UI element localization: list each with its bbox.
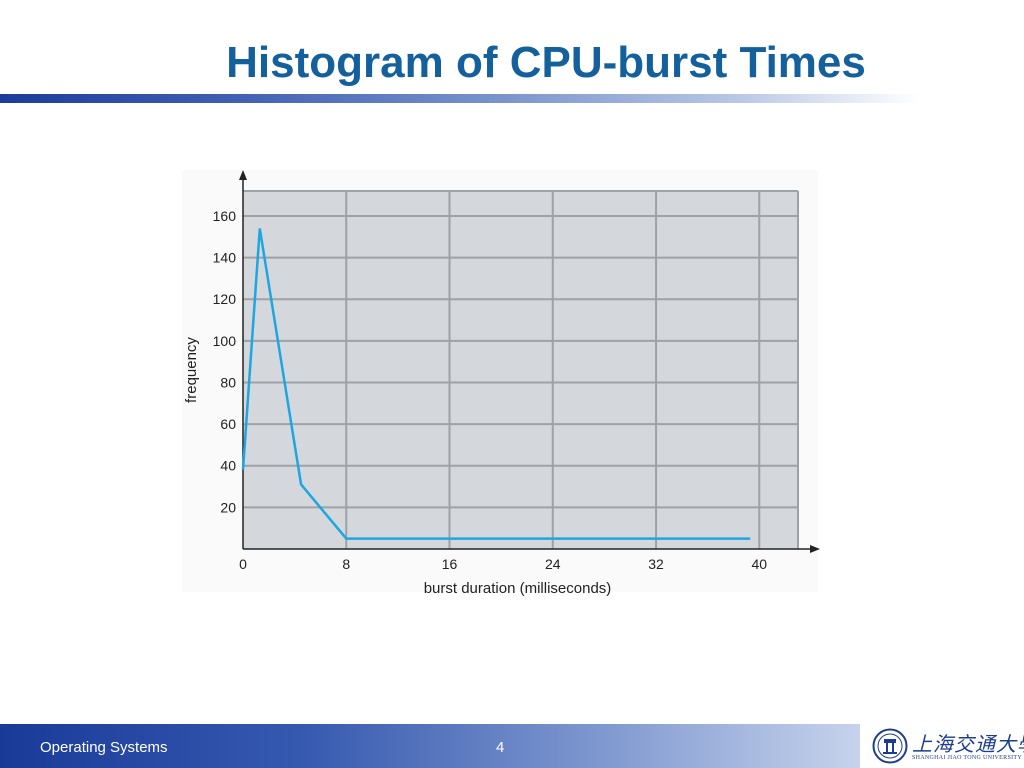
y-tick-label-140: 140 <box>213 250 237 266</box>
x-tick-label-0: 0 <box>239 556 247 572</box>
x-tick-label-16: 16 <box>442 556 458 572</box>
slide-title: Histogram of CPU-burst Times <box>226 38 866 87</box>
x-tick-label-24: 24 <box>545 556 561 572</box>
y-tick-label-100: 100 <box>213 333 237 349</box>
y-tick-label-80: 80 <box>220 374 236 390</box>
x-axis-label: burst duration (milliseconds) <box>424 580 612 597</box>
x-tick-label-8: 8 <box>342 556 350 572</box>
logo-chinese-name: 上海交通大學 <box>912 732 1024 756</box>
x-tick-label-32: 32 <box>648 556 664 572</box>
y-tick-label-20: 20 <box>220 499 236 515</box>
plot-background <box>243 191 798 549</box>
logo-english-name: SHANGHAI JIAO TONG UNIVERSITY <box>912 755 1022 761</box>
y-tick-label-120: 120 <box>213 291 237 307</box>
university-seal-icon <box>872 728 908 764</box>
x-axis-arrow-icon <box>810 545 820 553</box>
y-tick-label-60: 60 <box>220 416 236 432</box>
y-axis-arrow-icon <box>239 170 247 180</box>
y-tick-label-40: 40 <box>220 458 236 474</box>
x-tick-label-40: 40 <box>751 556 767 572</box>
title-underline <box>0 94 920 103</box>
y-tick-label-160: 160 <box>213 208 237 224</box>
footer-bar <box>0 724 860 768</box>
footer-page-number: 4 <box>496 739 505 756</box>
university-logo: 上海交通大學 SHANGHAI JIAO TONG UNIVERSITY <box>866 724 1024 768</box>
footer-course-title: Operating Systems <box>40 739 168 756</box>
y-axis-label: frequency <box>183 337 200 403</box>
